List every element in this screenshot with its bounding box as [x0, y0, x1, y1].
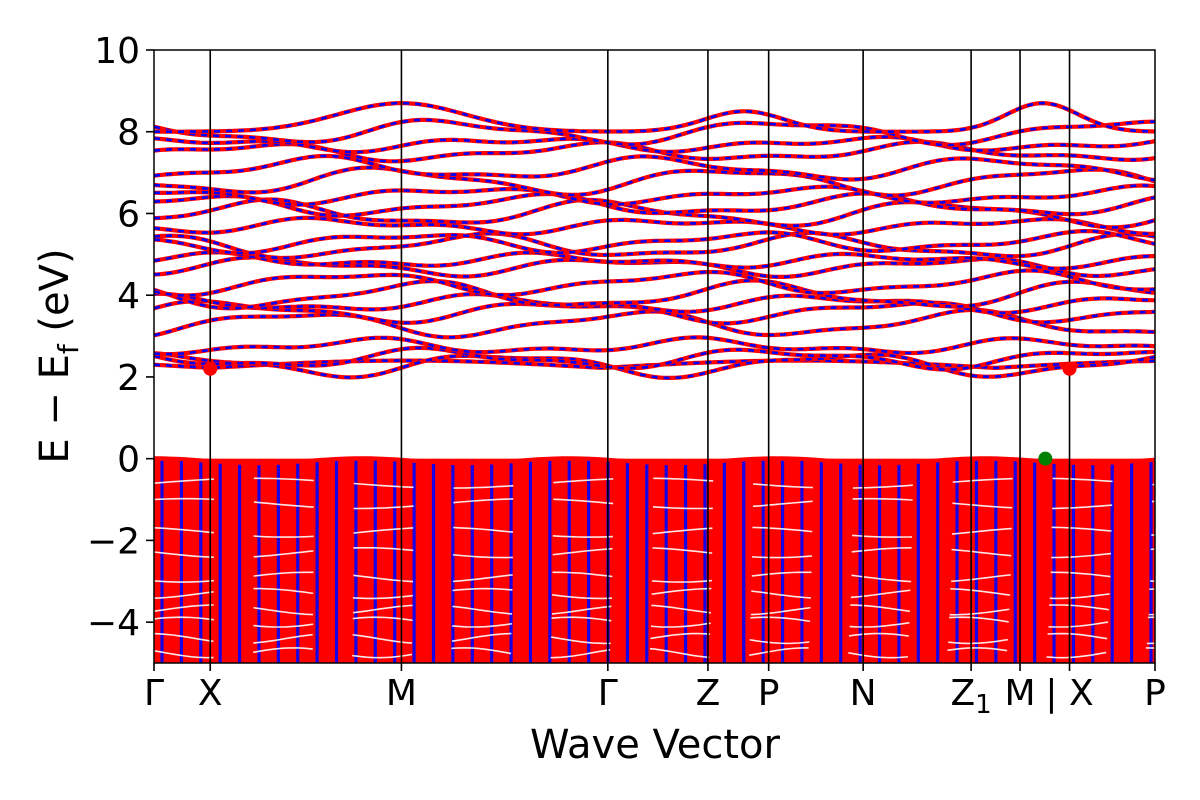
- valence-gap-line: [154, 632, 1155, 645]
- conduction-band-spin-up: [154, 279, 1155, 310]
- valence-gap-line: [154, 497, 1155, 510]
- y-tick-label: −4: [87, 603, 140, 644]
- x-tick-label: P: [758, 673, 780, 714]
- valence-gap-line: [154, 647, 1155, 659]
- y-axis-label: E − Ef (eV): [32, 248, 85, 463]
- x-tick-label: Z1: [950, 673, 991, 720]
- x-tick-label: Γ: [598, 673, 618, 714]
- plot-frame: [153, 49, 1156, 664]
- conduction-band-spin-up: [154, 250, 1155, 270]
- x-tick-label: X: [198, 673, 223, 714]
- y-tick-label: 8: [117, 113, 140, 154]
- y-axis-label-main: E − E: [32, 354, 78, 464]
- conduction-band-spin-up: [154, 198, 1155, 229]
- valence-gap-line: [154, 604, 1155, 616]
- valence-gap-line: [154, 526, 1155, 538]
- conduction-band-spin-up: [154, 336, 1155, 356]
- x-tick-label: | X: [1045, 673, 1093, 714]
- valence-gap-line: [154, 571, 1155, 583]
- x-tick-label: M: [386, 673, 417, 714]
- cbm-marker: [1062, 361, 1077, 376]
- valence-band-fill: [154, 458, 1155, 663]
- y-tick-label: 10: [94, 31, 140, 72]
- x-tick-label: Z: [696, 673, 721, 714]
- conduction-band-spin-up: [154, 154, 1155, 182]
- x-tick-label: N: [850, 673, 877, 714]
- vbm-marker: [1038, 451, 1053, 466]
- y-axis-ticks: −4 −2 0 2 4 6 8 10: [87, 31, 154, 644]
- conduction-band-spin-up: [154, 292, 1155, 315]
- y-tick-label: 4: [117, 276, 140, 317]
- conduction-band-spin-up: [154, 184, 1155, 206]
- band-edge-markers: [203, 361, 1077, 466]
- conduction-band-spin-up: [154, 269, 1155, 297]
- conduction-band-spin-up: [154, 216, 1155, 236]
- conduction-band-spin-up: [154, 118, 1155, 147]
- conduction-band-spin-up: [154, 101, 1155, 133]
- conduction-band-spin-up: [154, 166, 1155, 197]
- valence-gap-line: [154, 477, 1155, 489]
- x-tick-label: P: [1144, 673, 1166, 714]
- x-tick-label: M: [1005, 673, 1036, 714]
- valence-gap-line: [154, 587, 1155, 600]
- conduction-band-spin-up: [154, 229, 1155, 255]
- valence-gap-line: [154, 547, 1155, 559]
- conduction-bands: [154, 100, 1155, 380]
- conduction-band-spin-up: [154, 192, 1155, 218]
- conduction-band-spin-up: [154, 231, 1155, 260]
- y-axis-label-sub: f: [52, 343, 85, 354]
- conduction-band-spin-up: [154, 346, 1155, 371]
- y-tick-label: 6: [117, 194, 140, 235]
- y-tick-label: 2: [117, 358, 140, 399]
- conduction-band-spin-down: [154, 134, 1155, 155]
- high-symmetry-lines: [209, 50, 1071, 663]
- cbm-marker: [203, 361, 218, 376]
- valence-gap-line: [154, 616, 1155, 628]
- x-tick-label-sub: 1: [975, 690, 992, 720]
- x-axis-label: Wave Vector: [530, 722, 781, 768]
- y-tick-label: −2: [87, 521, 140, 562]
- conduction-band-spin-up: [154, 351, 1155, 380]
- y-tick-label: 0: [117, 440, 140, 481]
- y-axis-label-unit: (eV): [32, 248, 78, 344]
- x-tick-label: Γ: [144, 673, 164, 714]
- valence-bands: [154, 456, 1155, 663]
- valence-band-top-line: [154, 456, 1155, 466]
